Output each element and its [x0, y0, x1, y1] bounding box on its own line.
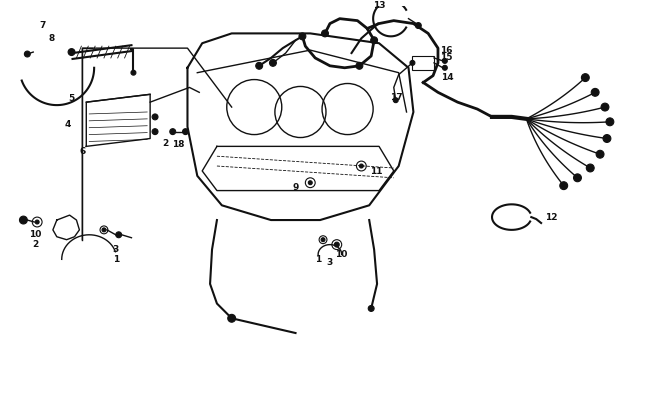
- Text: 2: 2: [162, 139, 169, 148]
- Circle shape: [321, 238, 325, 242]
- Text: 18: 18: [172, 140, 185, 149]
- Circle shape: [152, 129, 158, 135]
- Text: 1: 1: [315, 255, 321, 264]
- Text: 12: 12: [545, 213, 557, 222]
- Polygon shape: [53, 215, 79, 240]
- Circle shape: [255, 62, 263, 69]
- Circle shape: [356, 62, 363, 69]
- Circle shape: [393, 98, 398, 103]
- Circle shape: [227, 314, 235, 322]
- Text: 6: 6: [79, 147, 86, 156]
- Circle shape: [20, 216, 27, 224]
- Circle shape: [410, 60, 415, 65]
- Text: 8: 8: [49, 34, 55, 43]
- Circle shape: [102, 228, 106, 232]
- Circle shape: [116, 232, 122, 238]
- Circle shape: [603, 135, 611, 142]
- Circle shape: [586, 164, 594, 172]
- Text: 5: 5: [68, 94, 75, 103]
- Circle shape: [573, 174, 581, 182]
- Text: 13: 13: [373, 1, 385, 10]
- Circle shape: [560, 182, 567, 190]
- Text: 9: 9: [292, 183, 299, 192]
- Text: 4: 4: [64, 120, 71, 129]
- Text: 16: 16: [439, 45, 452, 55]
- Circle shape: [368, 306, 374, 311]
- Circle shape: [370, 37, 378, 44]
- Text: 1: 1: [112, 255, 119, 264]
- Text: 10: 10: [335, 250, 348, 259]
- Text: 17: 17: [391, 93, 403, 102]
- Circle shape: [35, 220, 39, 224]
- Circle shape: [581, 74, 590, 81]
- Text: 10: 10: [29, 230, 42, 239]
- Circle shape: [606, 118, 614, 126]
- Text: 11: 11: [370, 167, 382, 176]
- Circle shape: [322, 30, 328, 37]
- Circle shape: [443, 59, 447, 63]
- Text: 2: 2: [32, 240, 38, 249]
- Text: 14: 14: [441, 73, 454, 82]
- Circle shape: [592, 88, 599, 96]
- Circle shape: [601, 103, 609, 111]
- Text: 15: 15: [439, 53, 452, 62]
- Circle shape: [152, 114, 158, 120]
- Text: 7: 7: [40, 21, 46, 30]
- Circle shape: [359, 164, 363, 168]
- Circle shape: [334, 242, 339, 247]
- Circle shape: [25, 51, 31, 57]
- Bar: [413, 56, 434, 70]
- Circle shape: [299, 33, 306, 40]
- Circle shape: [183, 129, 188, 135]
- Text: 3: 3: [327, 258, 333, 267]
- Circle shape: [415, 23, 421, 28]
- Text: 3: 3: [112, 245, 119, 254]
- Circle shape: [596, 150, 604, 158]
- Circle shape: [170, 129, 176, 135]
- Circle shape: [131, 70, 136, 75]
- Circle shape: [270, 59, 276, 66]
- Circle shape: [68, 49, 75, 55]
- Circle shape: [443, 65, 447, 70]
- Circle shape: [308, 181, 312, 185]
